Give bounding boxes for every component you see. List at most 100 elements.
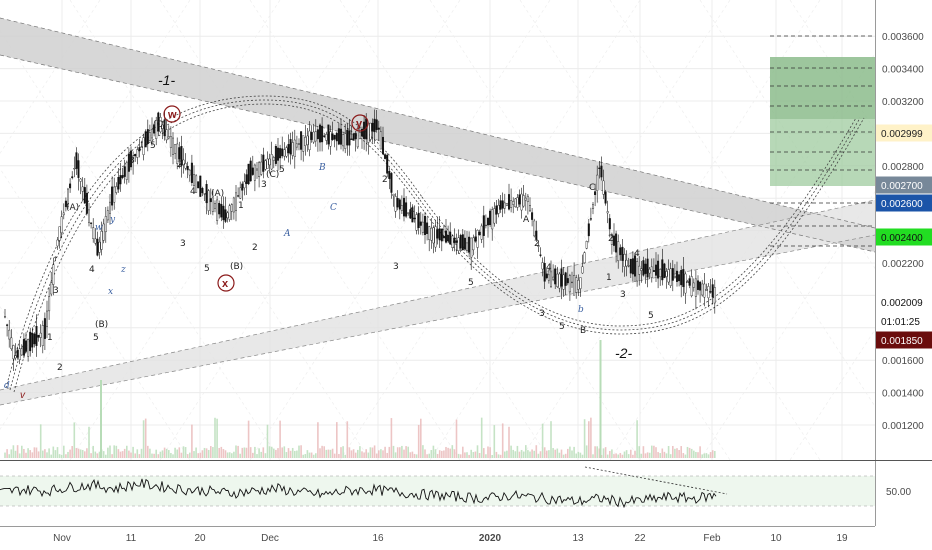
volume-bar (669, 454, 672, 458)
candle-body (659, 268, 662, 278)
volume-bar (214, 417, 216, 458)
time-axis-labels[interactable]: Nov 11 20 Dec 16 2020 13 22 Feb 10 19 (53, 533, 848, 544)
volume-bar (711, 450, 714, 458)
price-axis-label: 0.002800 (882, 162, 924, 173)
candle-body (655, 264, 658, 276)
candle-body (121, 175, 124, 178)
wave-label-4-e: 4 (546, 263, 552, 273)
candle-body (283, 149, 286, 157)
candle-body (533, 220, 536, 237)
candle-body (239, 187, 242, 199)
volume-bar (634, 450, 636, 458)
upper-resistance-band (0, 18, 875, 252)
volume-bar (491, 454, 493, 458)
volume-bar (382, 450, 384, 458)
candle-body (188, 169, 191, 176)
volume-bar (291, 447, 294, 458)
volume-bar (121, 451, 124, 458)
candle-body (136, 149, 139, 158)
candle-body (434, 226, 437, 248)
candle-body (285, 147, 288, 157)
volume-bar (548, 450, 550, 458)
volume-bar (508, 426, 510, 458)
volume-bar (90, 453, 92, 458)
volume-bar (98, 451, 101, 458)
volume-bar (625, 450, 628, 458)
candle-body (180, 146, 183, 166)
candle-body (470, 237, 473, 258)
volume-bar (174, 447, 176, 458)
price-tag-label: 0.002400 (881, 233, 923, 244)
price-tag-label: 0.002009 (881, 298, 923, 309)
candle-body (424, 216, 427, 235)
candle-body (310, 132, 313, 140)
volume-bar (466, 452, 468, 458)
candle-body (564, 272, 567, 286)
volume-bar (54, 450, 57, 458)
candle-body (268, 158, 271, 166)
volume-bar (703, 453, 706, 458)
grid-diagonal-4 (159, 0, 461, 461)
candle-body (247, 163, 250, 185)
candle-body (627, 265, 630, 267)
candle-body (640, 268, 643, 271)
candle-body (35, 326, 38, 346)
volume-bar (130, 452, 132, 458)
grid-diagonal-0 (0, 0, 101, 154)
candle-body (428, 226, 431, 240)
volume-bar (357, 449, 359, 458)
wave-label-B1: (B) (95, 320, 108, 330)
candle-body (617, 241, 620, 262)
volume-bar (621, 454, 624, 458)
volume-bar (273, 448, 275, 458)
price-tag-bg (876, 331, 932, 349)
volume-bar (701, 454, 703, 458)
candle-body (398, 199, 401, 210)
volume-bar (388, 446, 391, 458)
volume-bar (321, 445, 323, 458)
volume-bar (336, 422, 338, 458)
volume-bar (113, 445, 115, 458)
volume-bar (432, 445, 435, 458)
candle-body (377, 127, 380, 130)
candle-body (48, 296, 51, 312)
wave-label-2-d: 2 (382, 175, 388, 185)
volume-bar (279, 420, 281, 458)
candle-body (417, 212, 420, 229)
volume-bar (277, 448, 279, 458)
volume-bar (573, 446, 575, 458)
volume-bar (306, 450, 309, 458)
volume-bar (189, 452, 191, 458)
volume-bar (495, 451, 498, 458)
volume-bar (480, 417, 483, 458)
price-tags: 0.002999 0.002700 0.002600 0.002400 0.002009… (876, 124, 932, 349)
volume-bar (386, 452, 388, 458)
volume-bar (527, 450, 529, 458)
candle-body (682, 269, 685, 288)
candle-body (581, 266, 584, 274)
candle-body (688, 278, 691, 286)
candle-body (463, 237, 466, 250)
candle-body (153, 124, 156, 134)
volume-bar (590, 417, 592, 458)
volume-bar (29, 450, 31, 458)
volume-bar (23, 448, 25, 458)
volume-bar (396, 447, 399, 458)
candle-body (579, 277, 582, 289)
volume-bar (617, 454, 619, 458)
candle-body (495, 205, 498, 215)
candle-body (232, 197, 235, 213)
candle-body (83, 187, 86, 204)
candle-body (356, 128, 359, 148)
volume-bar (199, 452, 202, 458)
candle-body (16, 350, 19, 358)
candle-body (371, 122, 374, 132)
volume-bar (8, 454, 10, 458)
volume-bar (451, 445, 454, 458)
grid-diagonal-rev-10 (699, 0, 932, 357)
volume-bar (88, 426, 90, 458)
volume-bar (436, 453, 439, 458)
candle-body (512, 201, 515, 205)
